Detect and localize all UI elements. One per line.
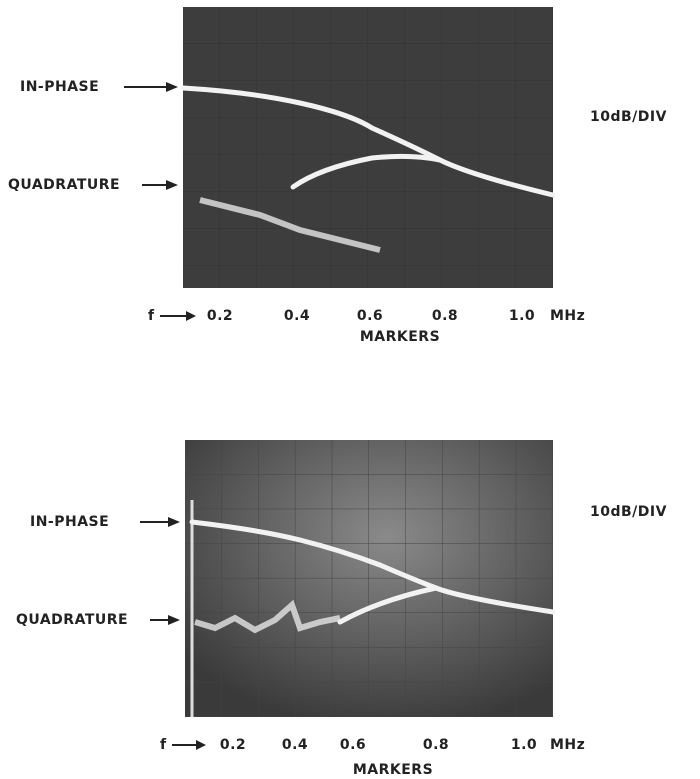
quadrature-label: QUADRATURE: [8, 177, 120, 193]
in-phase-trace: [189, 519, 556, 615]
in-phase-label: IN-PHASE: [20, 79, 99, 95]
panel-1: IN-PHASE QUADRATURE 10dB/DIV f 0.2 0.4 0…: [8, 7, 667, 345]
scale-label: 10dB/DIV: [590, 504, 667, 520]
tick-label: 1.0: [509, 308, 535, 324]
noise: [199, 197, 381, 253]
tick-label: 0.8: [423, 737, 449, 753]
tick-label: 0.2: [220, 737, 246, 753]
tick-label: 1.0: [511, 737, 537, 753]
quadrature-trace: [290, 153, 443, 190]
panel-2: IN-PHASE QUADRATURE 10dB/DIV f 0.2 0.4 0…: [16, 440, 667, 778]
grid: [185, 440, 553, 717]
tick-label: 0.6: [340, 737, 366, 753]
arrow-head: [168, 517, 180, 527]
arrow-head: [196, 740, 206, 750]
unit-label: MHz: [550, 737, 585, 753]
grid: [183, 7, 553, 288]
f-label: f: [148, 308, 155, 324]
tick-label: 0.8: [432, 308, 458, 324]
f-label: f: [160, 737, 167, 753]
arrow-head: [166, 180, 178, 190]
tick-label: 0.6: [357, 308, 383, 324]
quadrature-trace: [337, 585, 439, 625]
unit-label: MHz: [550, 308, 585, 324]
tick-label: 0.4: [284, 308, 310, 324]
in-phase-trace: [180, 85, 556, 198]
scale-label: 10dB/DIV: [590, 109, 667, 125]
arrow-head: [166, 82, 178, 92]
arrow-head: [168, 615, 180, 625]
noise: [194, 599, 341, 634]
in-phase-label: IN-PHASE: [30, 514, 109, 530]
axis-title: MARKERS: [353, 762, 433, 778]
tick-label: 0.2: [207, 308, 233, 324]
tick-label: 0.4: [282, 737, 308, 753]
quadrature-label: QUADRATURE: [16, 612, 128, 628]
arrow-head: [186, 311, 196, 321]
axis-title: MARKERS: [360, 329, 440, 345]
